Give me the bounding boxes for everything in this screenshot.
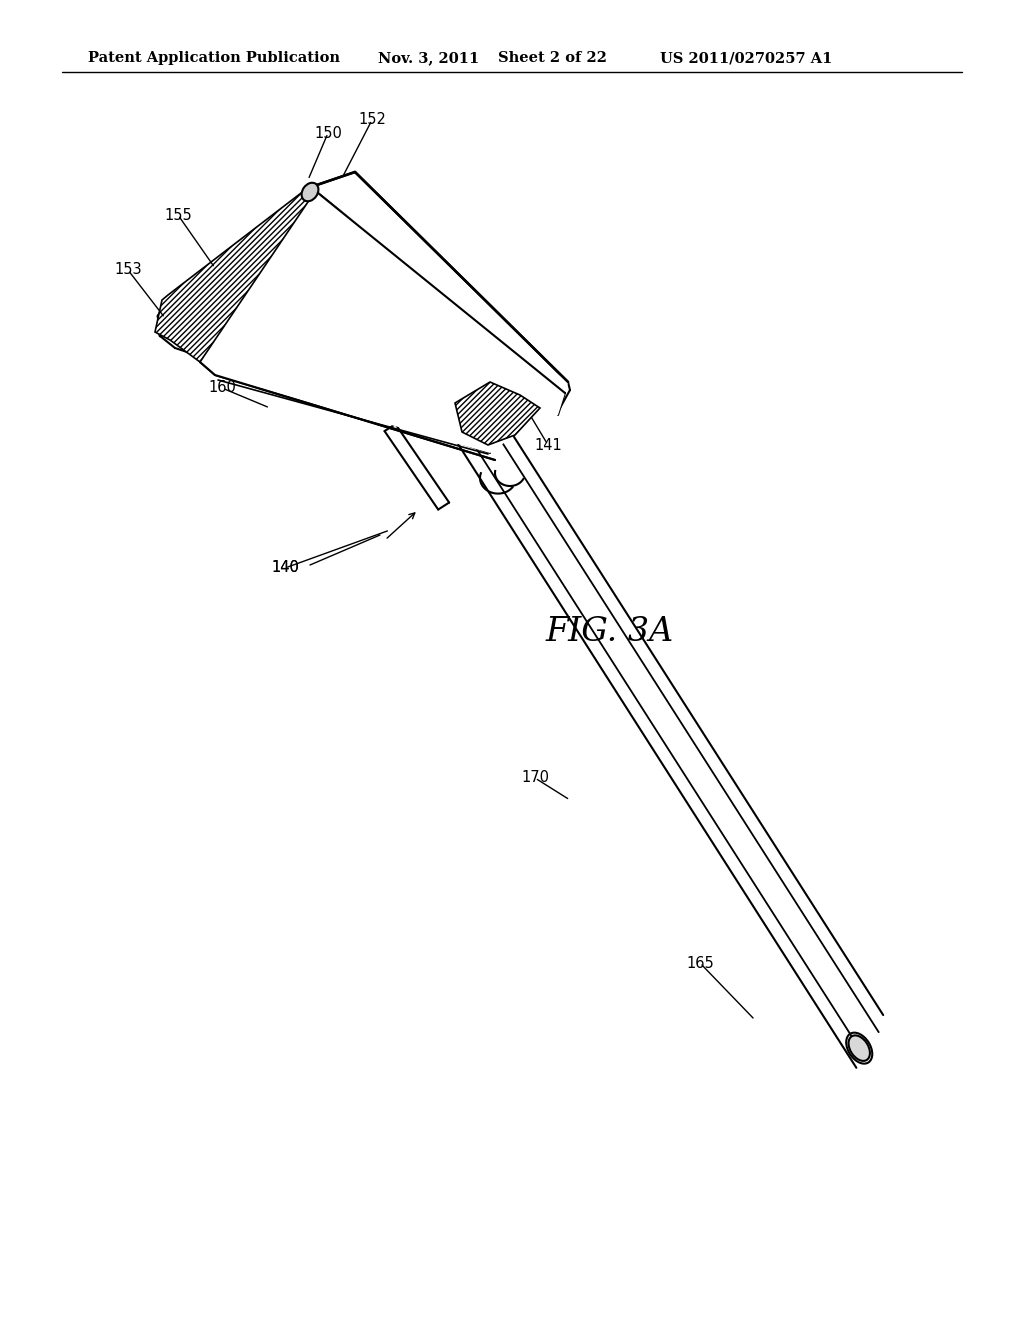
- Text: 141: 141: [535, 437, 562, 453]
- Text: 153: 153: [115, 263, 141, 277]
- Text: Patent Application Publication: Patent Application Publication: [88, 51, 340, 65]
- Text: 160: 160: [208, 380, 236, 396]
- Ellipse shape: [849, 1035, 870, 1061]
- Polygon shape: [455, 381, 540, 445]
- Text: 155: 155: [164, 207, 191, 223]
- Text: 140: 140: [271, 561, 299, 576]
- Text: FIG. 3A: FIG. 3A: [546, 616, 674, 648]
- Text: 152: 152: [358, 112, 386, 128]
- Text: Nov. 3, 2011: Nov. 3, 2011: [378, 51, 479, 65]
- Ellipse shape: [302, 182, 318, 201]
- Text: 150: 150: [314, 125, 342, 140]
- Text: 165: 165: [686, 956, 714, 970]
- Text: 140: 140: [271, 561, 299, 576]
- Polygon shape: [155, 190, 312, 362]
- Text: 170: 170: [521, 771, 549, 785]
- Text: Sheet 2 of 22: Sheet 2 of 22: [498, 51, 607, 65]
- Polygon shape: [200, 193, 568, 453]
- Text: US 2011/0270257 A1: US 2011/0270257 A1: [660, 51, 833, 65]
